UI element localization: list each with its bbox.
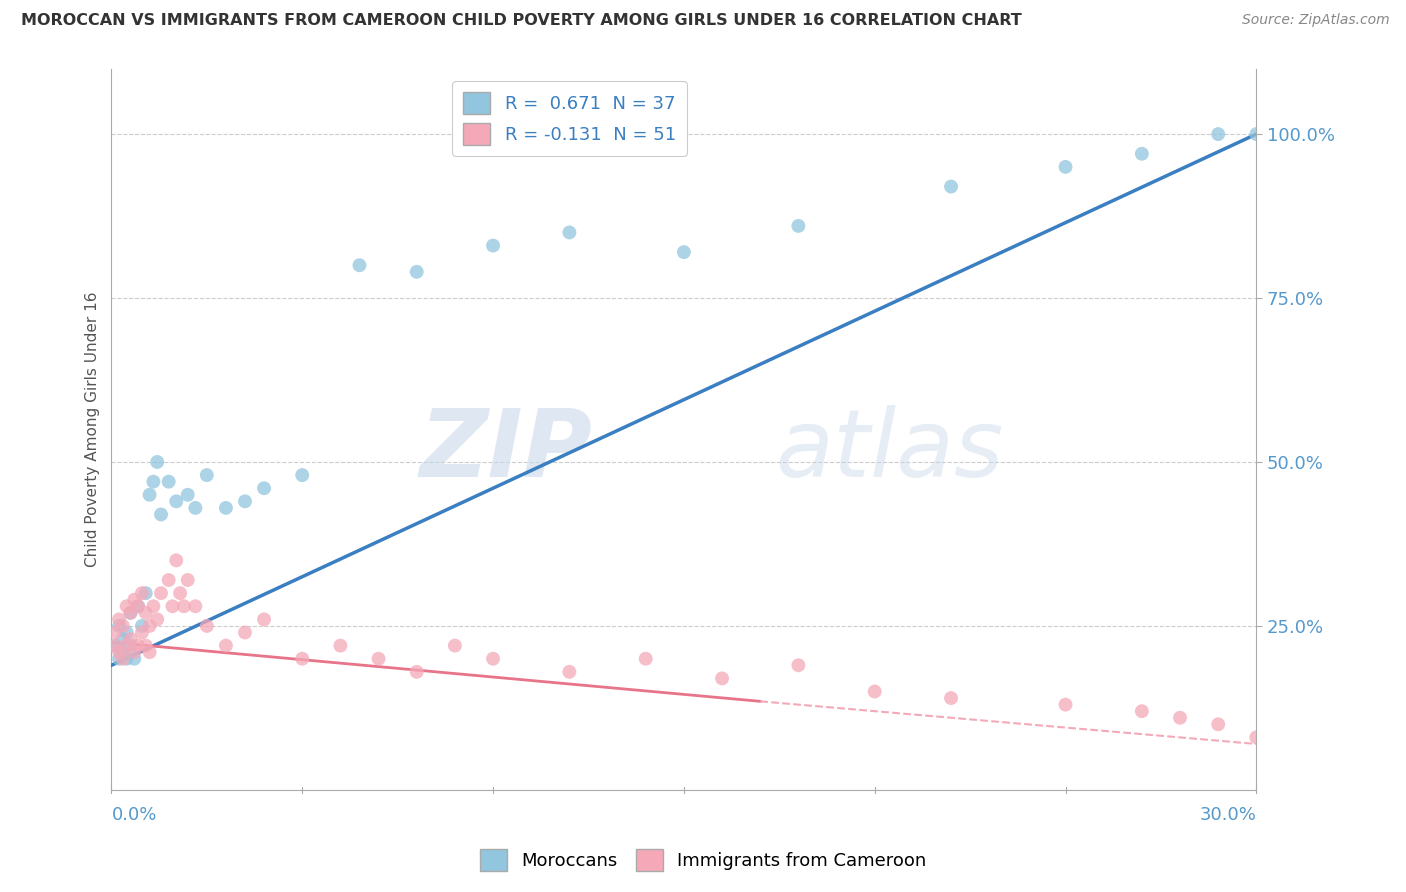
Text: MOROCCAN VS IMMIGRANTS FROM CAMEROON CHILD POVERTY AMONG GIRLS UNDER 16 CORRELAT: MOROCCAN VS IMMIGRANTS FROM CAMEROON CHI…	[21, 13, 1022, 29]
Point	[1054, 160, 1077, 174]
Point	[108, 619, 131, 633]
Point	[115, 599, 138, 614]
Point	[177, 573, 200, 587]
Point	[1130, 704, 1153, 718]
Point	[863, 684, 886, 698]
Point	[127, 599, 149, 614]
Legend: Moroccans, Immigrants from Cameroon: Moroccans, Immigrants from Cameroon	[472, 842, 934, 879]
Text: 0.0%: 0.0%	[111, 806, 157, 824]
Text: atlas: atlas	[776, 405, 1004, 496]
Point	[111, 645, 134, 659]
Point	[138, 645, 160, 659]
Point	[482, 651, 505, 665]
Point	[127, 599, 149, 614]
Point	[173, 599, 195, 614]
Point	[329, 639, 352, 653]
Point	[124, 645, 146, 659]
Point	[1246, 731, 1268, 745]
Point	[162, 599, 184, 614]
Point	[142, 475, 165, 489]
Point	[108, 651, 131, 665]
Point	[195, 619, 218, 633]
Point	[104, 639, 127, 653]
Point	[253, 481, 276, 495]
Point	[157, 573, 180, 587]
Point	[1168, 711, 1191, 725]
Point	[150, 586, 173, 600]
Point	[233, 494, 256, 508]
Point	[195, 468, 218, 483]
Point	[120, 639, 142, 653]
Point	[1206, 717, 1229, 731]
Point	[131, 619, 153, 633]
Point	[939, 179, 962, 194]
Point	[124, 651, 146, 665]
Point	[120, 632, 142, 646]
Point	[165, 494, 187, 508]
Point	[146, 612, 169, 626]
Point	[111, 632, 134, 646]
Point	[634, 651, 657, 665]
Point	[120, 606, 142, 620]
Point	[1130, 146, 1153, 161]
Point	[1054, 698, 1077, 712]
Point	[215, 500, 238, 515]
Text: 30.0%: 30.0%	[1199, 806, 1257, 824]
Point	[291, 651, 314, 665]
Point	[349, 258, 371, 272]
Point	[558, 226, 581, 240]
Point	[177, 488, 200, 502]
Point	[939, 691, 962, 706]
Point	[253, 612, 276, 626]
Point	[405, 665, 427, 679]
Point	[111, 619, 134, 633]
Point	[108, 645, 131, 659]
Point	[184, 500, 207, 515]
Point	[482, 238, 505, 252]
Point	[104, 625, 127, 640]
Point	[672, 245, 695, 260]
Point	[184, 599, 207, 614]
Point	[124, 592, 146, 607]
Point	[150, 508, 173, 522]
Y-axis label: Child Poverty Among Girls Under 16: Child Poverty Among Girls Under 16	[86, 292, 100, 567]
Point	[120, 606, 142, 620]
Point	[367, 651, 389, 665]
Point	[138, 619, 160, 633]
Point	[127, 639, 149, 653]
Point	[165, 553, 187, 567]
Point	[142, 599, 165, 614]
Point	[169, 586, 191, 600]
Point	[138, 488, 160, 502]
Point	[1206, 127, 1229, 141]
Point	[131, 625, 153, 640]
Point	[215, 639, 238, 653]
Point	[444, 639, 467, 653]
Point	[558, 665, 581, 679]
Point	[108, 612, 131, 626]
Point	[291, 468, 314, 483]
Point	[711, 672, 734, 686]
Text: Source: ZipAtlas.com: Source: ZipAtlas.com	[1241, 13, 1389, 28]
Point	[115, 625, 138, 640]
Point	[146, 455, 169, 469]
Point	[115, 639, 138, 653]
Legend: R =  0.671  N = 37, R = -0.131  N = 51: R = 0.671 N = 37, R = -0.131 N = 51	[453, 81, 686, 156]
Point	[131, 586, 153, 600]
Point	[787, 658, 810, 673]
Point	[135, 606, 157, 620]
Point	[111, 651, 134, 665]
Point	[405, 265, 427, 279]
Text: ZIP: ZIP	[419, 405, 592, 497]
Point	[157, 475, 180, 489]
Point	[135, 586, 157, 600]
Point	[233, 625, 256, 640]
Point	[787, 219, 810, 233]
Point	[1246, 127, 1268, 141]
Point	[135, 639, 157, 653]
Point	[115, 651, 138, 665]
Point	[104, 639, 127, 653]
